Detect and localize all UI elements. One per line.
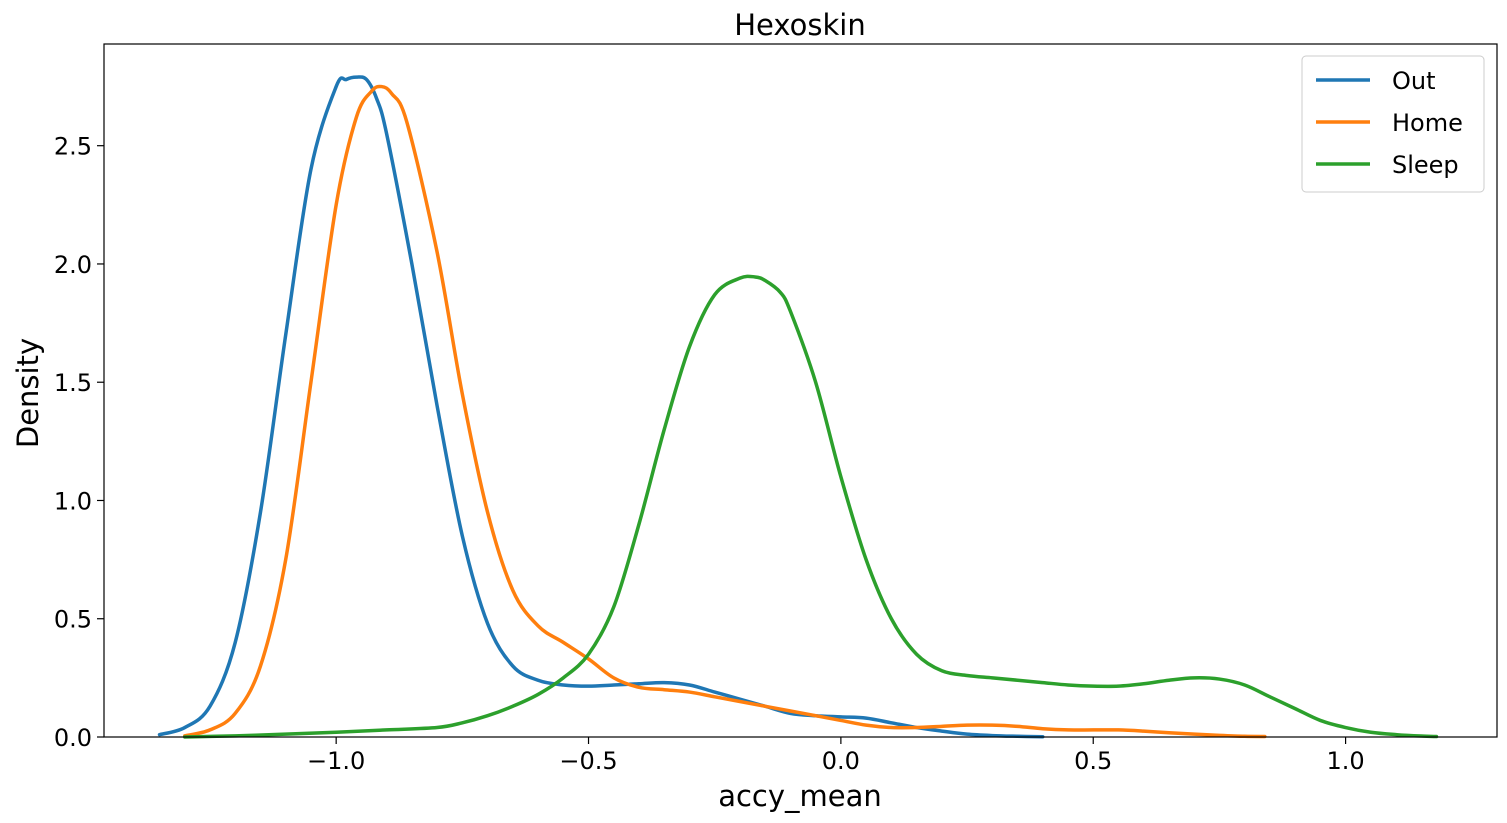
series-line-home (183, 84, 1267, 739)
y-tick-label: 1.5 (54, 369, 92, 397)
plot-lines (157, 75, 1439, 739)
series-line-out (157, 75, 1045, 739)
x-tick-label: 0.5 (1074, 747, 1112, 775)
x-tick-label: 1.0 (1327, 747, 1365, 775)
legend-box (1301, 55, 1485, 193)
y-tick-label: 2.5 (54, 133, 92, 161)
y-tick-label: 2.0 (54, 251, 92, 279)
y-tick-label: 1.0 (54, 487, 92, 515)
x-tick-label: 0.0 (822, 747, 860, 775)
chart-title: Hexoskin (734, 8, 866, 42)
y-tick-label: 0.0 (54, 724, 92, 752)
y-axis: 0.0 0.5 1.0 1.5 2.0 2.5 (54, 133, 104, 752)
series-line-sleep (183, 274, 1439, 739)
legend-label-out: Out (1392, 67, 1436, 95)
x-axis-label: accy_mean (718, 779, 882, 813)
x-axis: −1.0 −0.5 0.0 0.5 1.0 (307, 737, 1365, 775)
legend-label-home: Home (1392, 109, 1463, 137)
y-axis-label: Density (11, 338, 45, 448)
legend: Out Home Sleep (1301, 55, 1485, 193)
plot-frame (103, 43, 1498, 738)
x-tick-label: −0.5 (559, 747, 617, 775)
x-tick-label: −1.0 (307, 747, 365, 775)
y-tick-label: 0.5 (54, 606, 92, 634)
legend-label-sleep: Sleep (1392, 151, 1459, 179)
